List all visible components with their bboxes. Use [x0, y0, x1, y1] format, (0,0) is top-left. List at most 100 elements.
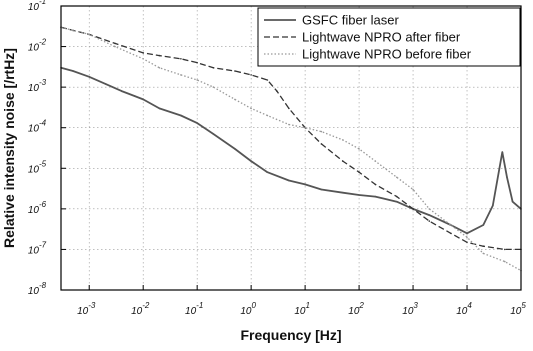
series-point-0 — [466, 232, 468, 235]
series-point-2 — [342, 139, 344, 141]
series-point-0 — [180, 114, 182, 117]
y-tick-label: 10-8 — [28, 281, 47, 297]
series-point-0 — [511, 200, 514, 203]
series-point-2 — [412, 188, 414, 191]
series-point-2 — [482, 252, 485, 255]
series-point-0 — [196, 122, 198, 124]
series-point-0 — [492, 204, 494, 207]
series-point-1 — [358, 171, 360, 173]
series-point-0 — [266, 171, 269, 173]
series-point-2 — [234, 98, 236, 101]
series-point-1 — [466, 241, 468, 244]
series-point-1 — [482, 245, 485, 247]
series-point-2 — [428, 208, 431, 210]
series-point-0 — [72, 70, 74, 72]
series-point-0 — [288, 179, 290, 182]
series-point-2 — [466, 236, 468, 238]
series-point-2 — [266, 114, 269, 117]
y-tick-label: 10-6 — [28, 200, 47, 216]
series-point-1 — [342, 160, 344, 162]
series-point-0 — [396, 200, 398, 203]
series-point-2 — [212, 86, 215, 88]
series-point-0 — [428, 214, 431, 216]
series-point-0 — [142, 98, 144, 101]
series-point-0 — [234, 148, 236, 150]
series-point-1 — [250, 74, 252, 76]
series-point-1 — [428, 220, 431, 222]
series-point-2 — [320, 130, 323, 133]
y-tick-label: 10-5 — [28, 159, 47, 175]
series-point-2 — [196, 79, 198, 81]
series-line-2 — [60, 26, 522, 272]
x-tick-label: 10-1 — [185, 301, 203, 317]
series-point-2 — [374, 160, 377, 162]
series-point-1 — [504, 248, 506, 251]
series-point-1 — [288, 107, 290, 110]
series-point-0 — [342, 191, 344, 194]
series-point-0 — [506, 176, 508, 179]
series-point-0 — [104, 83, 107, 85]
series-point-0 — [304, 183, 306, 186]
series-point-2 — [358, 148, 360, 150]
axis-ticks: 10-3 10-2 10-1 100 101 102 103 104 105 10-1 10-2 10… — [28, 0, 526, 317]
series-point-1 — [266, 79, 269, 81]
x-tick-label: 103 — [402, 301, 418, 317]
x-tick-label: 104 — [456, 301, 472, 317]
legend-label-npro-after-fiber: Lightwave NPRO after fiber — [302, 30, 461, 45]
plot-area-frame — [60, 5, 522, 291]
series-point-1 — [396, 195, 398, 198]
series-point-1 — [276, 90, 278, 92]
series-line-1 — [60, 26, 521, 251]
series-point-1 — [450, 232, 452, 235]
x-tick-label: 102 — [348, 301, 364, 317]
series-point-2 — [396, 176, 398, 179]
legend-label-npro-before-fiber: Lightwave NPRO before fiber — [302, 47, 472, 62]
series-point-1 — [320, 143, 323, 145]
series-point-2 — [180, 74, 182, 76]
series-point-2 — [114, 45, 116, 48]
series-point-1 — [142, 52, 144, 54]
series-point-0 — [88, 76, 90, 78]
series-point-0 — [158, 107, 161, 110]
series-point-1 — [374, 183, 377, 186]
y-tick-label: 10-7 — [28, 240, 47, 256]
series-point-0 — [482, 224, 485, 226]
series-point-2 — [158, 67, 161, 69]
series-point-0 — [134, 95, 136, 97]
series-point-2 — [450, 224, 452, 226]
series-point-0 — [358, 194, 360, 196]
series-point-2 — [504, 260, 506, 263]
series-point-2 — [72, 29, 74, 32]
series-point-2 — [288, 123, 290, 126]
series-point-0 — [250, 160, 252, 162]
y-tick-label: 10-1 — [28, 0, 46, 13]
data-series — [60, 26, 522, 272]
y-tick-label: 10-3 — [28, 78, 47, 94]
series-point-1 — [196, 61, 198, 64]
series-point-1 — [114, 42, 116, 45]
series-point-2 — [304, 126, 306, 129]
x-tick-label: 105 — [510, 301, 526, 317]
series-point-2 — [142, 58, 144, 60]
legend: GSFC fiber laser Lightwave NPRO after fi… — [257, 7, 521, 67]
x-tick-label: 100 — [240, 301, 256, 317]
series-point-1 — [412, 208, 414, 210]
series-point-1 — [234, 70, 236, 72]
y-tick-label: 10-4 — [28, 119, 47, 135]
series-point-1 — [212, 67, 215, 69]
series-point-0 — [374, 195, 377, 198]
series-point-0 — [320, 188, 323, 191]
legend-box — [257, 7, 521, 67]
x-axis-title: Frequency [Hz] — [240, 327, 341, 343]
series-point-1 — [180, 58, 182, 60]
series-point-0 — [212, 133, 215, 135]
series-point-1 — [158, 54, 161, 57]
series-point-2 — [88, 33, 90, 36]
series-point-0 — [120, 90, 123, 92]
y-axis-title: Relative intensity noise [/rtHz] — [1, 48, 17, 248]
legend-label-gsfc-fiber-laser: GSFC fiber laser — [302, 13, 399, 28]
x-tick-label: 10-2 — [131, 301, 150, 317]
x-tick-label: 10-3 — [77, 301, 96, 317]
series-point-0 — [501, 151, 504, 153]
